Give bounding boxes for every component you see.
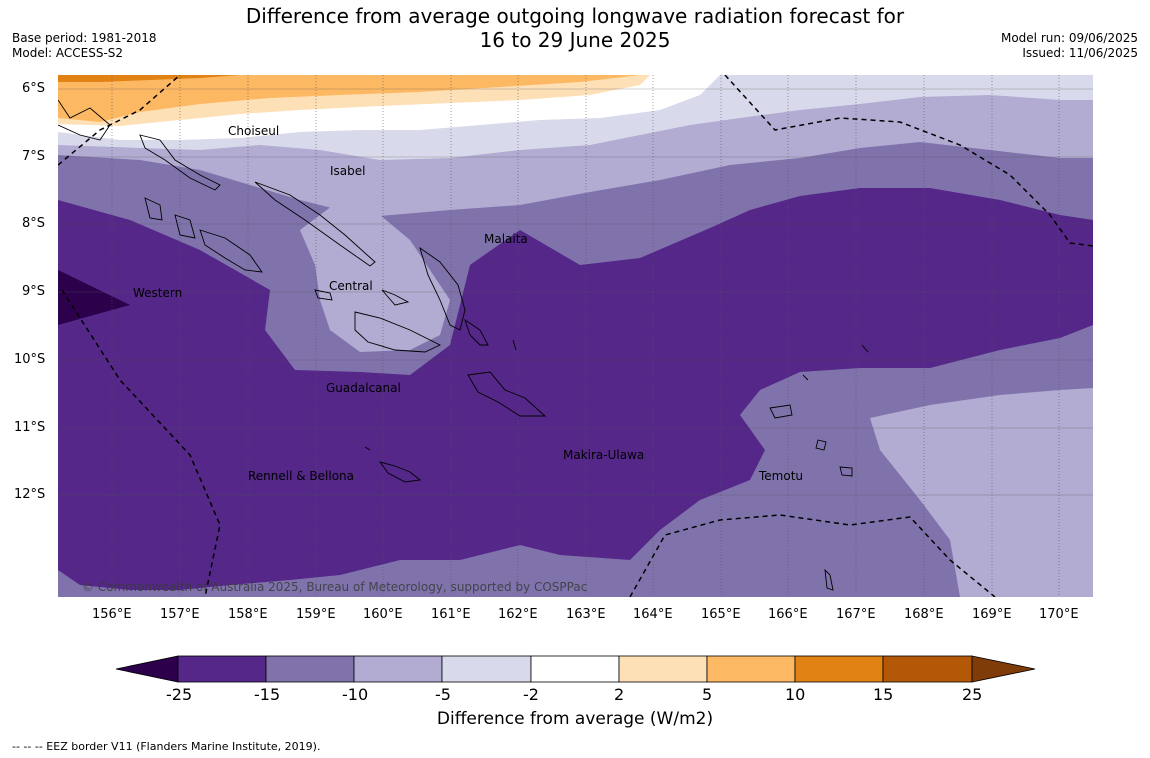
colorbar-tick: 5 [702, 685, 713, 704]
lon-label: 165°E [701, 607, 741, 622]
colorbar-extend-high [971, 655, 1036, 683]
colorbar-label: Difference from average (W/m2) [436, 709, 714, 729]
lat-label: 12°S [14, 487, 46, 502]
region-label: Rennell & Bellona [248, 469, 355, 483]
lon-label: 162°E [498, 607, 538, 622]
colorbar-tick: 10 [785, 685, 806, 704]
lat-label: 7°S [22, 149, 46, 164]
meta-left: Base period: 1981-2018 Model: ACCESS-S2 [12, 31, 157, 61]
colorbar-segment [353, 655, 443, 683]
colorbar-segment [706, 655, 796, 683]
colorbar-tick: -15 [254, 685, 281, 704]
lon-label: 164°E [633, 607, 673, 622]
lat-label: 11°S [14, 420, 46, 435]
colorbar-tick: -5 [435, 685, 451, 704]
colorbar-segment [794, 655, 884, 683]
region-label: Isabel [330, 164, 366, 178]
colorbar-segment [441, 655, 532, 683]
band-minus10-minus5-southeast [870, 388, 1093, 597]
colorbar-segment [882, 655, 973, 683]
colorbar-tick: -25 [166, 685, 193, 704]
meta-right: Model run: 09/06/2025 Issued: 11/06/2025 [1001, 31, 1138, 61]
band-minus10-minus5-guadalcanal [300, 200, 450, 352]
band-below-minus25 [58, 270, 130, 325]
band-minus25-minus15 [58, 188, 1093, 590]
colorbar-segment [177, 655, 267, 683]
colorbar-tick: -2 [523, 685, 539, 704]
lon-label: 163°E [566, 607, 606, 622]
lat-label: 8°S [22, 216, 46, 231]
eez-legend-note: -- -- -- EEZ border V11 (Flanders Marine… [12, 740, 321, 753]
colorbar-extend-low [115, 655, 179, 683]
colorbar-segment [530, 655, 620, 683]
region-label: Temotu [759, 469, 804, 483]
copyright-notice: © Commonwealth of Australia 2025, Bureau… [82, 580, 588, 594]
lon-label: 158°E [228, 607, 268, 622]
colorbar [115, 655, 1036, 683]
lon-label: 160°E [363, 607, 403, 622]
colorbar-tick: 25 [962, 685, 983, 704]
model-run: Model run: 09/06/2025 [1000, 31, 1138, 45]
colorbar-tick: 15 [873, 685, 894, 704]
lon-label: 169°E [972, 607, 1012, 622]
eez-borders [58, 75, 1093, 597]
model-name: Model: ACCESS-S2 [12, 46, 124, 60]
latitude-lines [58, 88, 1093, 496]
chart-title-line1: Difference from average outgoing longwav… [245, 4, 905, 28]
lon-label: 156°E [92, 607, 132, 622]
lon-label: 159°E [296, 607, 336, 622]
lon-label: 168°E [904, 607, 944, 622]
lat-label: 6°S [22, 81, 46, 96]
colorbar-segment [265, 655, 355, 683]
region-label: Choiseul [228, 124, 280, 138]
lon-label: 161°E [431, 607, 471, 622]
lat-label: 10°S [14, 352, 46, 367]
colorbar-tick: 2 [614, 685, 625, 704]
lon-label: 167°E [836, 607, 876, 622]
colorbar-tick: -10 [342, 685, 369, 704]
lat-label: 9°S [22, 284, 46, 299]
region-label: Western [133, 286, 183, 300]
colorbar-segment [618, 655, 708, 683]
band-plus5-plus10 [58, 75, 640, 122]
chart-title-line2: 16 to 29 June 2025 [479, 28, 671, 52]
region-label: Makira-Ulawa [563, 448, 645, 462]
lon-label: 166°E [768, 607, 808, 622]
lon-label: 157°E [160, 607, 200, 622]
base-period: Base period: 1981-2018 [12, 31, 157, 45]
lon-label: 170°E [1039, 607, 1079, 622]
band-plus10-plus15 [58, 75, 240, 82]
region-label: Guadalcanal [326, 381, 401, 395]
anomaly-fill [58, 75, 1093, 597]
longitude-lines [111, 75, 1060, 597]
region-label: Central [329, 279, 373, 293]
coastlines [58, 99, 869, 591]
region-label: Malaita [484, 232, 528, 246]
issued-date: Issued: 11/06/2025 [1022, 46, 1138, 60]
